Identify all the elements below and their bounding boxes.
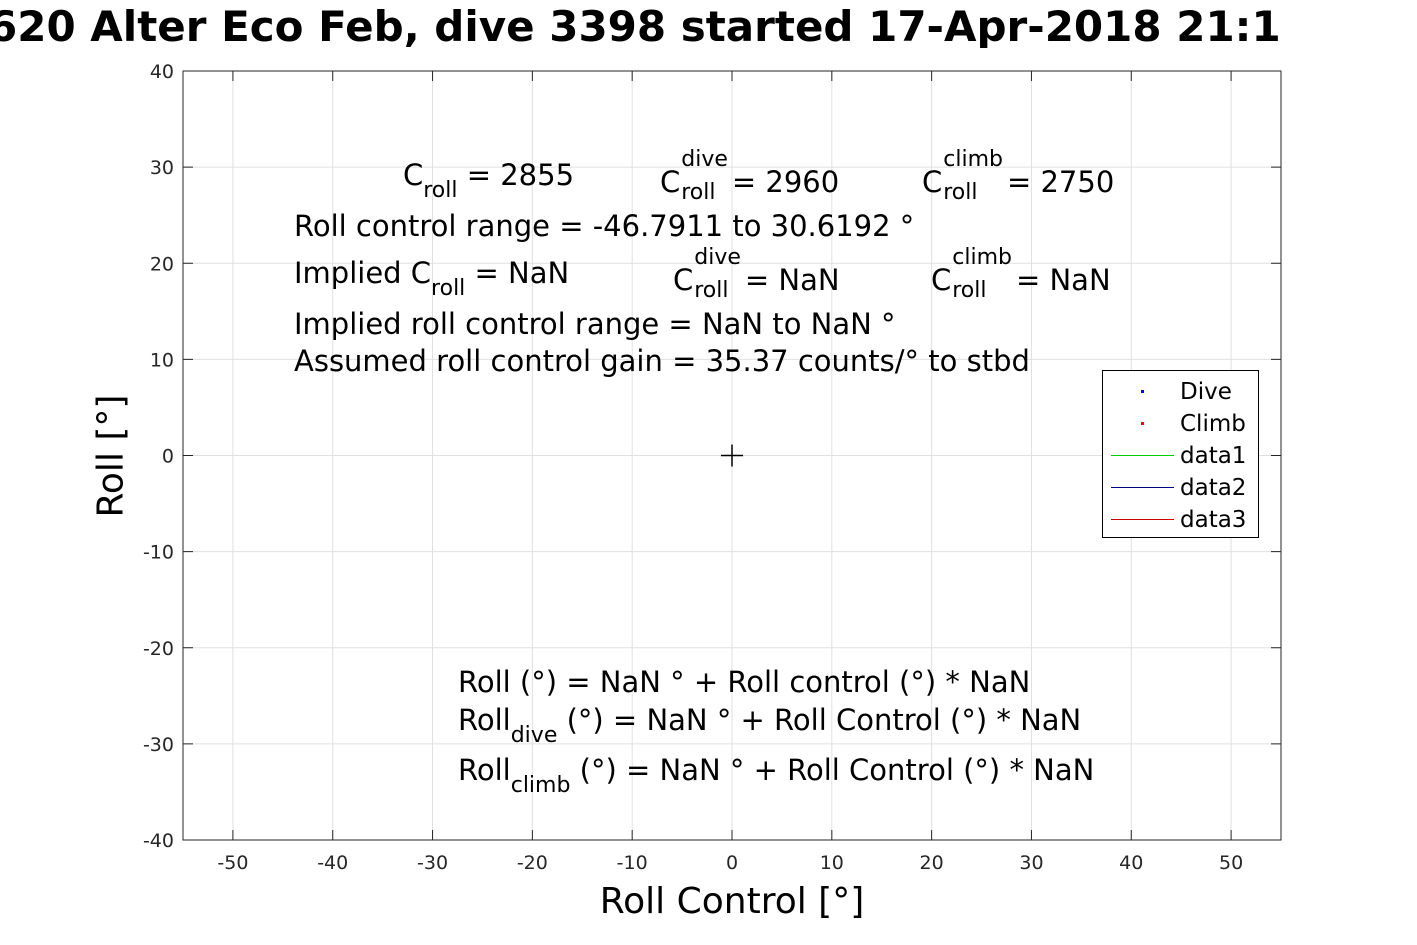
x-tick-label: 50	[1219, 852, 1243, 874]
x-tick-label: -50	[217, 852, 248, 874]
equation-roll: Roll (°) = NaN ° + Roll control (°) * Na…	[458, 665, 1031, 699]
y-tick-label: -10	[143, 542, 174, 564]
y-tick-label: 10	[150, 349, 174, 371]
legend-item: data2	[1103, 472, 1258, 504]
implied-range-annotation: Implied roll control range = NaN to NaN …	[294, 307, 896, 341]
x-tick-label: -20	[517, 852, 548, 874]
implied-c-roll-annotation: Implied Croll = NaN	[294, 256, 570, 301]
y-tick-label: 20	[150, 253, 174, 275]
legend-marker	[1141, 422, 1144, 425]
x-tick-label: 20	[920, 852, 944, 874]
y-tick-label: -30	[143, 734, 174, 756]
legend-line	[1111, 519, 1174, 520]
tick-labels: -50 -40 -30 -20 -10 0 10 20 30 40 50 -40 -30 -20 -10 0 1…	[143, 61, 1243, 874]
legend-label: data1	[1180, 443, 1247, 469]
legend-marker	[1141, 390, 1144, 393]
y-axis-label: Roll [°]	[90, 394, 132, 518]
legend-item: Dive	[1103, 376, 1258, 408]
legend-label: data2	[1180, 475, 1247, 501]
legend-label: Dive	[1180, 379, 1232, 405]
legend: Dive Climb data1 data2 data3	[1102, 370, 1259, 538]
equation-roll-climb: Rollclimb (°) = NaN ° + Roll Control (°)…	[458, 753, 1095, 798]
x-tick-label: 10	[820, 852, 844, 874]
legend-item: data3	[1103, 504, 1258, 536]
y-tick-label: 30	[150, 157, 174, 179]
x-tick-label: -10	[617, 852, 648, 874]
y-tick-label: 40	[150, 61, 174, 83]
origin-marker	[721, 444, 743, 467]
x-tick-label: -30	[417, 852, 448, 874]
y-tick-label: -40	[143, 830, 174, 852]
equation-roll-dive: Rolldive (°) = NaN ° + Roll Control (°) …	[458, 703, 1082, 748]
y-tick-label: -20	[143, 638, 174, 660]
legend-line	[1111, 487, 1174, 488]
y-tick-label: 0	[162, 446, 174, 468]
x-tick-label: 30	[1019, 852, 1043, 874]
legend-line	[1111, 455, 1174, 456]
x-tick-label: 0	[726, 852, 738, 874]
x-tick-label: -40	[317, 852, 348, 874]
c-roll-annotation: Croll = 2855	[403, 158, 575, 203]
gain-annotation: Assumed roll control gain = 35.37 counts…	[294, 344, 1030, 378]
legend-item: Climb	[1103, 408, 1258, 440]
chart-title: 620 Alter Eco Feb, dive 3398 started 17-…	[0, 6, 1281, 48]
x-axis-label: Roll Control [°]	[599, 881, 865, 922]
legend-label: Climb	[1180, 411, 1246, 437]
legend-item: data1	[1103, 440, 1258, 472]
legend-label: data3	[1180, 507, 1247, 533]
x-tick-label: 40	[1119, 852, 1143, 874]
roll-range-annotation: Roll control range = -46.7911 to 30.6192…	[294, 209, 915, 243]
axis-ticks	[183, 70, 1281, 841]
